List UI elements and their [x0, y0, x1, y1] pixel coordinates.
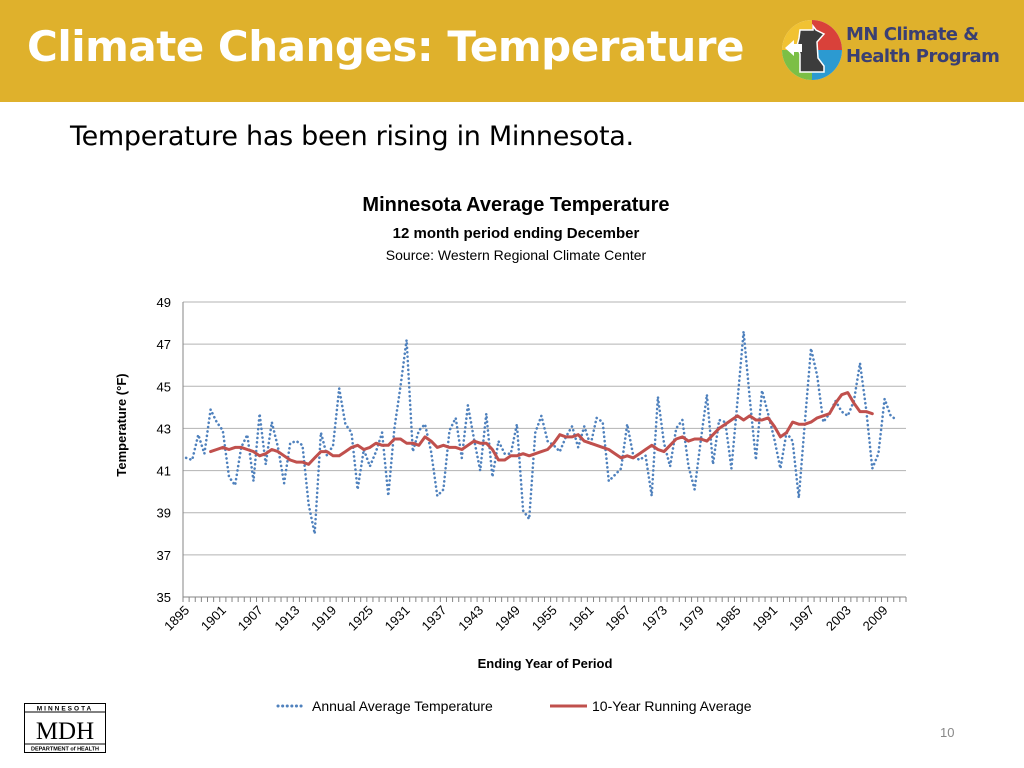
- chart-source: Source: Western Regional Climate Center: [386, 247, 647, 263]
- x-tick-label: 1925: [345, 603, 376, 634]
- x-tick-label: 1901: [198, 603, 229, 634]
- x-tick-label: 2009: [860, 603, 891, 634]
- x-tick-label: 1931: [382, 603, 413, 634]
- y-tick-label: 47: [157, 337, 171, 352]
- chart-subtitle: 12 month period ending December: [393, 225, 640, 242]
- x-tick-label: 1961: [566, 603, 597, 634]
- chart-title: Minnesota Average Temperature: [362, 194, 669, 216]
- y-tick-label: 35: [157, 590, 171, 605]
- x-tick-label: 1973: [639, 603, 670, 634]
- x-tick-label: 1937: [418, 603, 449, 634]
- series-line-annual-average: [184, 330, 899, 536]
- x-tick-label: 1979: [676, 603, 707, 634]
- logo-text-line: Health Program: [846, 46, 1000, 67]
- mn-climate-health-program-logo: MN Climate & Health Program: [780, 18, 1000, 84]
- y-tick-label: 49: [157, 295, 171, 310]
- legend-label-annual: Annual Average Temperature: [312, 698, 493, 714]
- logo-text-line: MN Climate &: [846, 24, 979, 45]
- x-tick-label: 1967: [602, 603, 633, 634]
- chart-legend: Annual Average Temperature 10-Year Runni…: [276, 698, 752, 714]
- mdh-logo-initials: MDH: [36, 718, 94, 745]
- mdh-logo: MINNESOTA MDH DEPARTMENT of HEALTH: [24, 703, 106, 753]
- x-tick-label: 1997: [786, 603, 817, 634]
- mdh-logo-department: DEPARTMENT of HEALTH: [31, 747, 99, 753]
- x-axis-title: Ending Year of Period: [478, 656, 613, 671]
- x-tick-label: 1985: [713, 603, 744, 634]
- x-tick-label: 1991: [749, 603, 780, 634]
- y-tick-label: 37: [157, 548, 171, 563]
- x-tick-label: 2003: [823, 603, 854, 634]
- x-tick-label: 1895: [161, 603, 192, 634]
- page-number: 10: [940, 725, 955, 740]
- slide-subtitle: Temperature has been rising in Minnesota…: [70, 121, 634, 152]
- globe-minnesota-icon: [782, 20, 842, 80]
- series-line-10-year-running-average: [209, 391, 874, 466]
- mdh-logo-state: MINNESOTA: [37, 706, 94, 713]
- x-tick-label: 1907: [235, 603, 266, 634]
- y-tick-label: 39: [157, 506, 171, 521]
- x-tick-label: 1943: [455, 603, 486, 634]
- x-tick-label: 1913: [271, 603, 302, 634]
- y-tick-label: 43: [157, 421, 171, 436]
- y-tick-label: 41: [157, 464, 171, 479]
- x-tick-label: 1949: [492, 603, 523, 634]
- slide-title: Climate Changes: Temperature: [27, 22, 744, 71]
- title-banner: Climate Changes: Temperature MN Climate …: [0, 0, 1024, 102]
- y-tick-label: 45: [157, 379, 171, 394]
- x-tick-label: 1955: [529, 603, 560, 634]
- x-tick-label: 1919: [308, 603, 339, 634]
- legend-label-running: 10-Year Running Average: [592, 698, 752, 714]
- y-axis-title: Temperature (°F): [114, 373, 129, 476]
